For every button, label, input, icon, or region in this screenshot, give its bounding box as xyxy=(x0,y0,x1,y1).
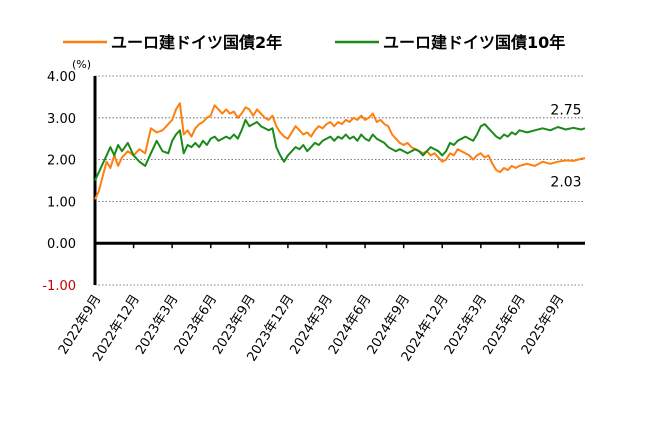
axes xyxy=(93,76,585,285)
y-tick-label: 4.00 xyxy=(47,70,76,85)
end-value-label: 2.75 xyxy=(550,102,581,118)
legend: ユーロ建ドイツ国債2年 ユーロ建ドイツ国債10年 xyxy=(63,33,565,52)
y-tick-label: 1.00 xyxy=(47,195,76,210)
y-tick-label: -1.00 xyxy=(42,279,76,294)
y-axis-ticks: 4.00 3.00 2.00 1.00 0.00 -1.00 xyxy=(42,70,76,294)
end-value-label: 2.03 xyxy=(550,174,581,190)
y-tick-label: 2.00 xyxy=(47,154,76,169)
legend-label: ユーロ建ドイツ国債2年 xyxy=(111,33,282,52)
legend-label: ユーロ建ドイツ国債10年 xyxy=(383,33,565,52)
y-axis-unit: (%) xyxy=(72,58,91,71)
series-lines xyxy=(94,102,586,200)
y-tick-label: 0.00 xyxy=(47,237,76,252)
end-labels: 2.03 2.75 xyxy=(550,102,581,190)
y-tick-label: 3.00 xyxy=(47,112,76,127)
gridlines xyxy=(95,75,585,286)
series-line xyxy=(94,102,586,200)
series-line xyxy=(94,118,586,181)
x-axis-ticks: 2022年9月2022年12月2023年3月2023年6月2023年9月2023… xyxy=(56,292,567,364)
